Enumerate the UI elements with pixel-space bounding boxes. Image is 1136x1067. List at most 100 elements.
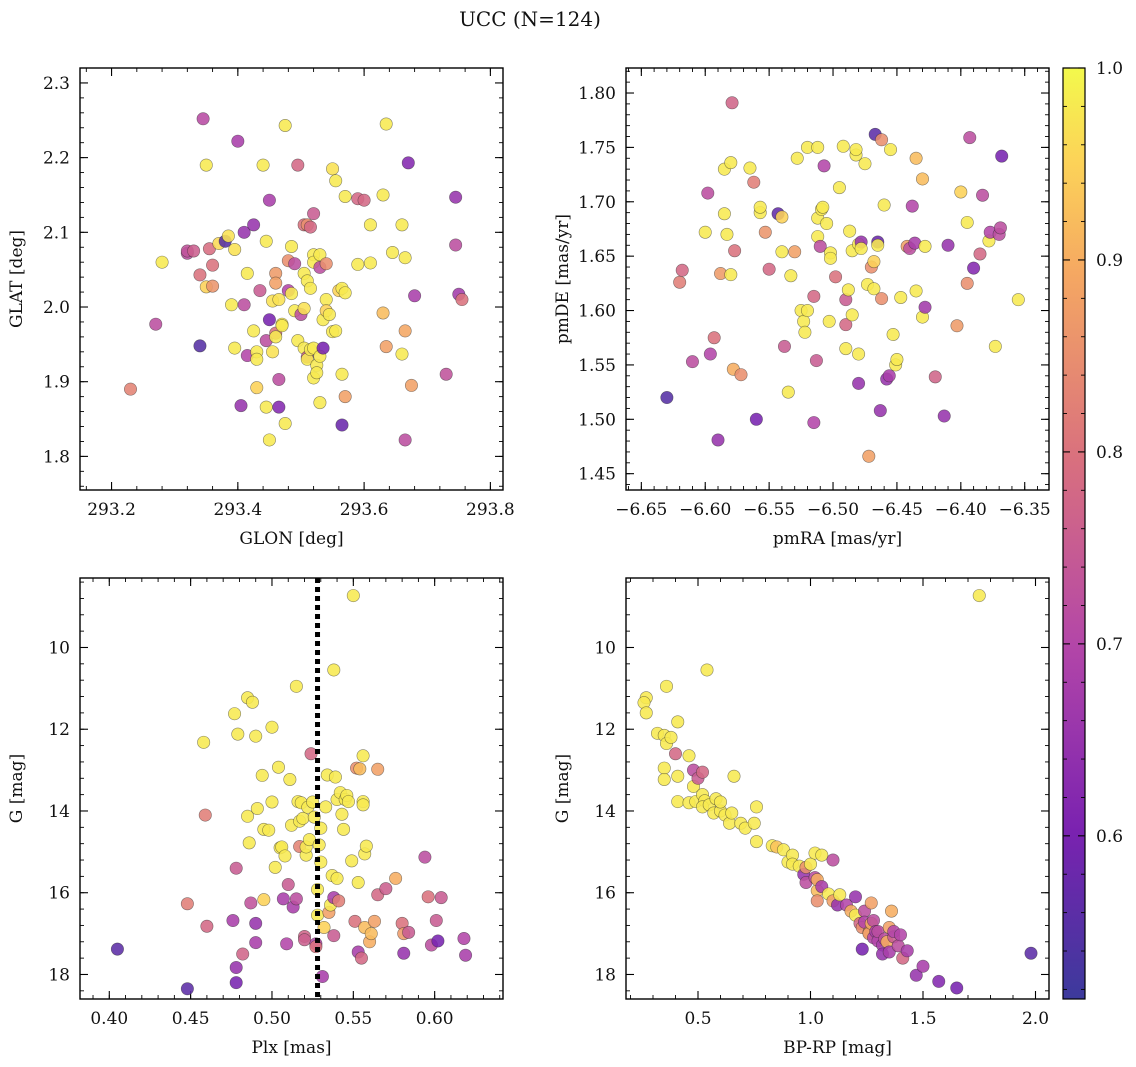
data-point	[310, 366, 324, 380]
data-point	[317, 920, 331, 934]
data-point	[262, 433, 276, 447]
data-point	[231, 134, 245, 148]
x-tick-label: 293.2	[87, 500, 136, 520]
data-point	[284, 240, 298, 254]
data-point	[272, 400, 286, 414]
data-point	[278, 119, 292, 133]
data-point	[266, 345, 280, 359]
data-point	[434, 891, 448, 905]
data-point	[749, 800, 763, 814]
data-point	[245, 695, 259, 709]
data-point	[363, 218, 377, 232]
data-point	[875, 292, 889, 306]
y-tick-label: 2.3	[43, 74, 70, 94]
data-point	[313, 396, 327, 410]
data-point	[359, 839, 373, 853]
colorbar-tick-label: 1.0	[1096, 59, 1123, 79]
data-point	[882, 369, 896, 383]
y-axis-label: G [mag]	[7, 754, 27, 823]
data-point	[319, 257, 333, 271]
data-point	[815, 848, 829, 862]
data-point	[988, 339, 1002, 353]
data-point	[459, 948, 473, 962]
data-point	[247, 324, 261, 338]
y-axis-label: GLAT [deg]	[7, 230, 27, 328]
data-point	[249, 916, 263, 930]
data-point	[329, 324, 343, 338]
data-point	[918, 300, 932, 314]
data-point	[724, 156, 738, 170]
data-point	[839, 318, 853, 332]
y-tick-label: 1.80	[578, 84, 616, 104]
data-point	[960, 276, 974, 290]
data-point	[871, 238, 885, 252]
data-point	[725, 96, 739, 110]
data-point	[916, 959, 930, 973]
data-point	[265, 720, 279, 734]
data-point	[826, 853, 840, 867]
data-point	[341, 795, 355, 809]
data-point	[439, 367, 453, 381]
x-tick-label: 293.6	[340, 500, 389, 520]
data-point	[455, 293, 469, 307]
data-point	[431, 934, 445, 948]
data-point	[421, 890, 435, 904]
y-tick-label: 18	[48, 965, 70, 985]
colorbar-tick-label: 0.7	[1096, 635, 1123, 655]
data-point	[256, 158, 270, 172]
data-point	[328, 770, 342, 784]
data-point	[322, 307, 336, 321]
data-point	[200, 919, 214, 933]
x-tick-label: 0.45	[172, 1009, 210, 1029]
data-point	[803, 857, 817, 871]
data-point	[356, 749, 370, 763]
data-point	[843, 224, 857, 238]
data-point	[941, 238, 955, 252]
data-point	[249, 936, 263, 950]
data-point	[817, 159, 831, 173]
y-tick-label: 1.60	[578, 302, 616, 322]
y-axis-label: pmDE [mas/yr]	[553, 214, 573, 344]
data-point	[973, 247, 987, 261]
data-point	[894, 290, 908, 304]
data-point	[330, 871, 344, 885]
data-point	[753, 200, 767, 214]
data-point	[376, 306, 390, 320]
data-point	[124, 382, 138, 396]
data-point	[402, 925, 416, 939]
data-point	[234, 399, 248, 413]
data-point	[862, 449, 876, 463]
data-point	[229, 976, 243, 990]
data-point	[855, 942, 869, 956]
data-point	[713, 795, 727, 809]
data-point	[353, 762, 367, 776]
data-point	[259, 234, 273, 248]
data-point	[332, 894, 346, 908]
data-point	[671, 769, 685, 783]
data-point	[397, 946, 411, 960]
x-tick-label: 0.60	[416, 1009, 454, 1029]
data-point	[790, 151, 804, 165]
data-point	[457, 932, 471, 946]
data-point	[354, 951, 368, 965]
data-point	[404, 378, 418, 392]
data-point	[269, 330, 283, 344]
data-point	[262, 193, 276, 207]
data-point	[278, 849, 292, 863]
data-point	[379, 882, 393, 896]
data-point	[364, 927, 378, 941]
data-point	[379, 340, 393, 354]
data-point	[701, 186, 715, 200]
y-tick-label: 2.1	[43, 223, 70, 243]
data-point	[335, 807, 349, 821]
y-tick-label: 16	[594, 884, 616, 904]
data-point	[727, 769, 741, 783]
data-point	[278, 417, 292, 431]
y-tick-label: 1.75	[578, 138, 616, 158]
data-point	[449, 238, 463, 252]
y-tick-label: 1.65	[578, 247, 616, 267]
y-tick-label: 14	[48, 802, 70, 822]
data-point	[280, 937, 294, 951]
data-point	[303, 281, 317, 295]
y-axis-label: G [mag]	[553, 754, 573, 823]
